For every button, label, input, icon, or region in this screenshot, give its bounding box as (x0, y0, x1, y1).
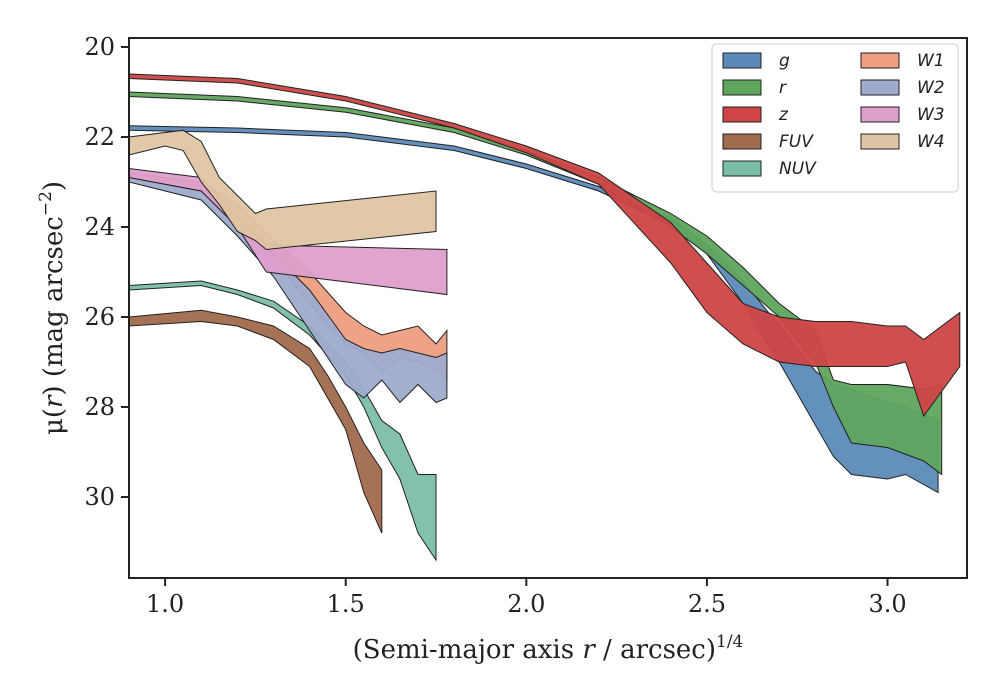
legend-label-w2: W2 (917, 78, 945, 98)
bands (128, 73, 961, 562)
legend-label-g: g (779, 51, 790, 71)
band-fuv (128, 309, 383, 534)
x-tick-label: 3.0 (868, 590, 906, 618)
y-tick-label: 24 (84, 213, 115, 241)
y-tick-label: 28 (84, 393, 115, 421)
x-axis-ticks: 1.0 1.5 2.0 2.5 3.0 (146, 578, 907, 618)
y-axis-ticks: 20 22 24 26 28 30 (84, 33, 129, 511)
x-tick-label: 2.5 (688, 590, 726, 618)
legend-label-fuv: FUV (779, 132, 814, 152)
legend-swatch-z (722, 106, 762, 123)
legend-label-w4: W4 (917, 132, 945, 152)
x-axis-label: (Semi-major axis r / arcsec)1/4 (353, 632, 744, 665)
legend-label-r: r (779, 78, 787, 98)
legend-swatch-g (722, 52, 762, 69)
legend-label-nuv: NUV (779, 159, 817, 179)
legend-swatch-w1 (860, 52, 900, 69)
plot-frame (128, 37, 968, 579)
y-tick-label: 22 (84, 123, 115, 151)
y-tick-label: 30 (84, 483, 115, 511)
legend-swatch-fuv (722, 133, 762, 150)
legend-label-z: z (778, 105, 789, 125)
legend-swatch-w3 (860, 106, 900, 123)
y-tick-label: 20 (84, 33, 115, 61)
legend-swatch-r (722, 79, 762, 96)
legend-swatch-w4 (860, 133, 900, 150)
x-tick-label: 1.5 (327, 590, 365, 618)
legend-swatch-nuv (722, 160, 762, 177)
y-axis-label: μ(r) (mag arcsec−2) (36, 181, 69, 435)
band-w4 (128, 129, 437, 251)
legend-label-w1: W1 (917, 51, 945, 71)
legend: grz FUV NUV W1 W2 W3 W4 (711, 43, 959, 193)
x-tick-label: 2.0 (507, 590, 545, 618)
legend-swatch-w2 (860, 79, 900, 96)
y-tick-label: 26 (84, 303, 115, 331)
legend-label-w3: W3 (917, 105, 945, 125)
band-z (128, 73, 961, 418)
x-tick-label: 1.0 (146, 590, 184, 618)
band-w2 (128, 176, 448, 404)
band-nuv (128, 280, 437, 562)
